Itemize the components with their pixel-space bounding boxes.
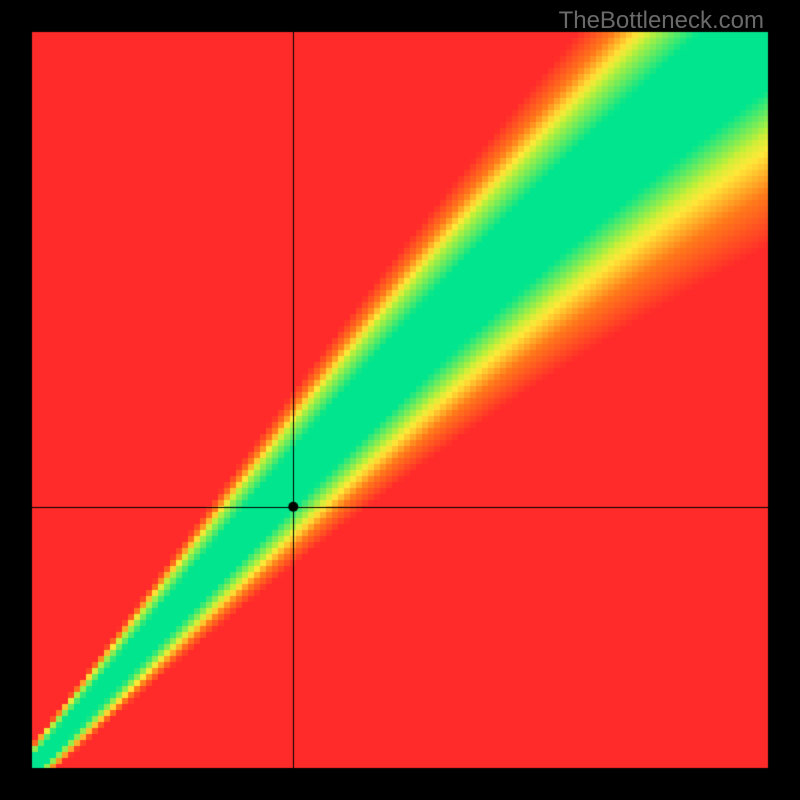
watermark-text: TheBottleneck.com: [559, 7, 764, 35]
bottleneck-heatmap: [0, 0, 800, 800]
